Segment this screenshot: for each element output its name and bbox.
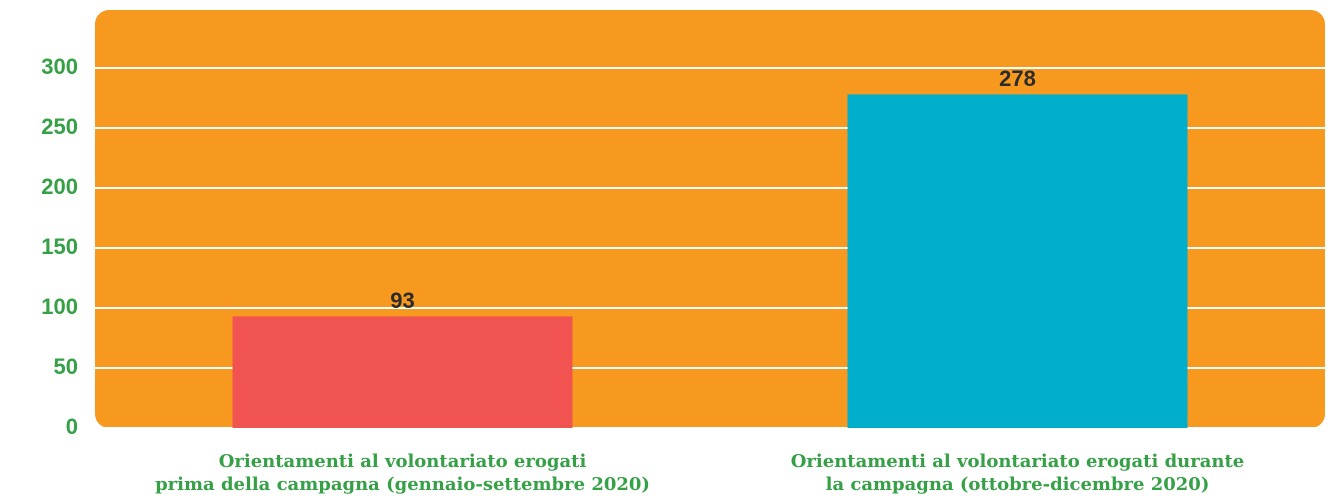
x-tick-label: la campagna (ottobre-dicembre 2020) [826,474,1210,495]
y-tick-label: 50 [54,354,78,379]
value-label: 278 [999,66,1036,91]
value-label: 93 [390,288,414,313]
y-tick-label: 300 [41,54,78,79]
y-tick-label: 100 [41,294,78,319]
bar [232,316,573,428]
y-tick-label: 250 [41,114,78,139]
x-tick-label: Orientamenti al volontariato erogati dur… [791,451,1245,472]
y-tick-label: 150 [41,234,78,259]
x-tick-label: prima della campagna (gennaio-settembre … [155,474,650,495]
y-tick-label: 200 [41,174,78,199]
bar [847,94,1188,429]
x-tick-label: Orientamenti al volontariato erogati [219,451,587,472]
y-tick-label: 0 [66,414,78,439]
